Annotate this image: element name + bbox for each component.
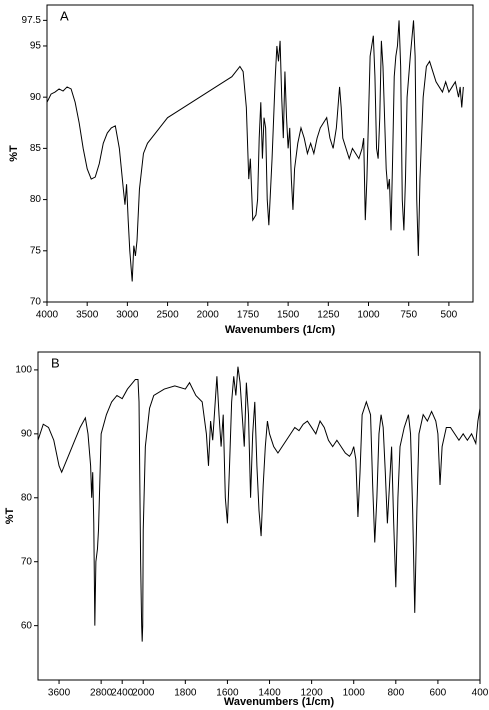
y-tick-label: 80 xyxy=(30,194,42,205)
y-tick-label: 75 xyxy=(30,245,42,256)
x-tick-label: 3000 xyxy=(116,310,139,321)
x-tick-label: 1400 xyxy=(258,688,281,699)
x-axis-label: Wavenumbers (1/cm) xyxy=(224,696,335,708)
y-tick-label: 80 xyxy=(21,492,33,503)
plot-frame xyxy=(46,4,474,303)
y-tick-label: 70 xyxy=(21,556,33,567)
y-tick-label: 97.5 xyxy=(22,15,42,26)
x-tick-label: 4000 xyxy=(36,310,59,321)
x-tick-label: 1750 xyxy=(237,310,260,321)
x-tick-label: 1200 xyxy=(300,688,323,699)
x-tick-label: 3500 xyxy=(76,310,99,321)
y-tick-label: 90 xyxy=(21,428,33,439)
x-tick-label: 2400 xyxy=(111,688,134,699)
x-tick-label: 1250 xyxy=(317,310,340,321)
x-tick-label: 400 xyxy=(472,688,489,699)
y-tick-label: 70 xyxy=(30,297,42,308)
x-tick-label: 2000 xyxy=(132,688,155,699)
x-tick-label: 2800 xyxy=(90,688,113,699)
x-tick-label: 750 xyxy=(400,310,417,321)
panel-label: B xyxy=(51,355,60,370)
y-tick-label: 60 xyxy=(21,620,33,631)
y-tick-label: 85 xyxy=(30,143,42,154)
x-tick-label: 1600 xyxy=(216,688,239,699)
x-tick-label: 1800 xyxy=(174,688,197,699)
y-axis-label: %T xyxy=(4,507,16,524)
plot-frame xyxy=(37,351,481,681)
x-tick-label: 3600 xyxy=(48,688,71,699)
spectrum-line xyxy=(37,366,481,642)
x-tick-label: 500 xyxy=(441,310,458,321)
x-axis-label: Wavenumbers (1/cm) xyxy=(225,324,336,336)
x-tick-label: 2000 xyxy=(197,310,220,321)
x-tick-label: 1500 xyxy=(277,310,300,321)
spectrum-line xyxy=(46,20,464,282)
x-tick-label: 2500 xyxy=(156,310,179,321)
y-axis-label: %T xyxy=(8,145,20,162)
x-tick-label: 1000 xyxy=(343,688,366,699)
x-tick-label: 600 xyxy=(430,688,447,699)
y-tick-label: 100 xyxy=(15,365,32,376)
y-tick-label: 90 xyxy=(30,92,42,103)
y-tick-label: 95 xyxy=(30,41,42,52)
panel-label: A xyxy=(60,8,69,23)
x-tick-label: 800 xyxy=(387,688,404,699)
x-tick-label: 1000 xyxy=(357,310,380,321)
